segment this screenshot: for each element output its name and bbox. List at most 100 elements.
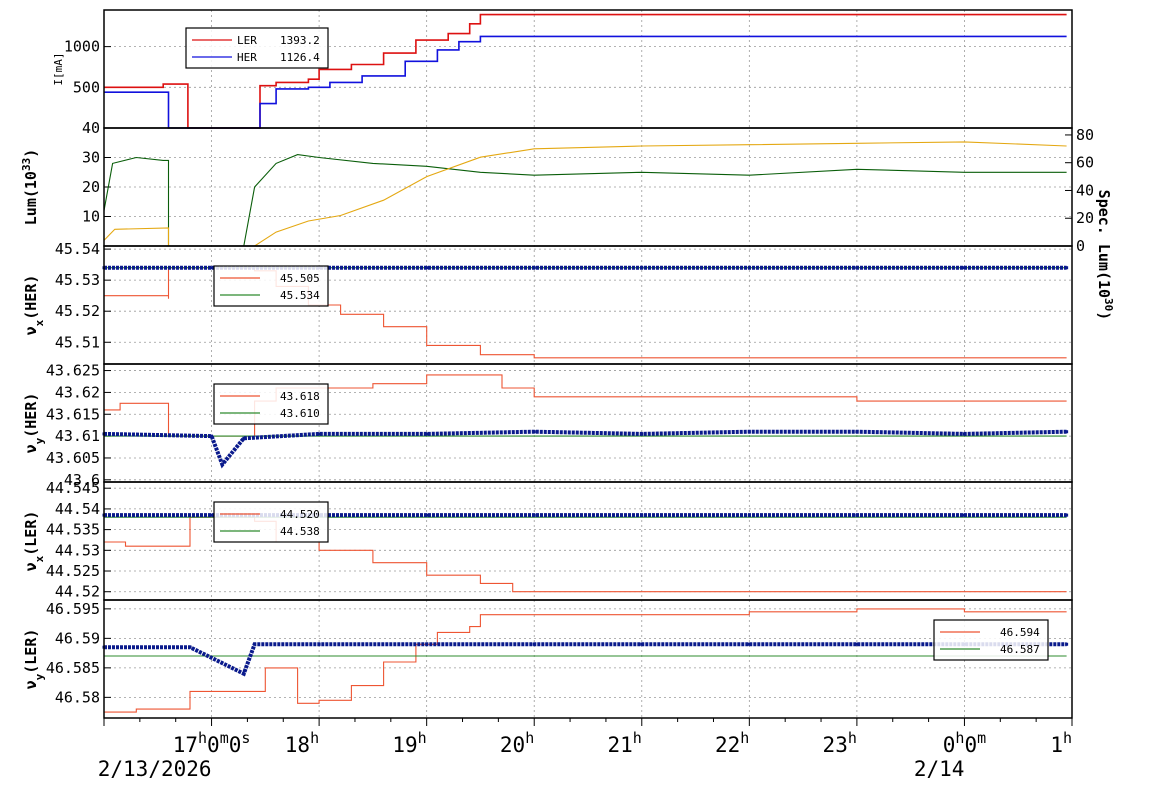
y-tick-label: 43.605 xyxy=(46,449,100,467)
y2-tick-label: 40 xyxy=(1076,181,1094,199)
y2-tick-label: 0 xyxy=(1076,237,1085,255)
series-point xyxy=(855,513,859,517)
legend-value: 1393.2 xyxy=(280,34,320,47)
series-point xyxy=(532,642,536,646)
legend-box xyxy=(213,501,329,543)
series-point xyxy=(532,430,536,434)
y-tick-label: 10 xyxy=(82,208,100,226)
series-point xyxy=(425,266,429,270)
series-point xyxy=(532,266,536,270)
series-point xyxy=(1065,642,1069,646)
series-spec-lum xyxy=(103,141,1067,247)
y-axis-title: νy(LER) xyxy=(22,629,46,690)
legend-value: 43.618 xyxy=(280,390,320,403)
y-tick-label: 43.615 xyxy=(46,405,100,423)
y-axis-title: νx(LER) xyxy=(22,511,46,572)
legend-box xyxy=(213,265,329,307)
series-point xyxy=(425,642,429,646)
legend-value: 46.587 xyxy=(1000,643,1040,656)
y-tick-label: 44.54 xyxy=(55,500,100,518)
series-setpoint xyxy=(104,516,1067,593)
time-tick-label: 1h xyxy=(1050,729,1072,757)
series-point xyxy=(962,266,966,270)
series-point xyxy=(855,642,859,646)
series-point xyxy=(962,432,966,436)
y-tick-label: 20 xyxy=(82,178,100,196)
panel-nux_her: 45.51 45.52 45.53 45.54 νx(HER) 45.505 45.534 xyxy=(22,240,1073,365)
y2-axis-title: Spec. Lum(1030) xyxy=(1095,190,1116,321)
series-point xyxy=(317,642,321,646)
legend: LER 1393.2 HER 1126.4 xyxy=(185,27,329,69)
y-tick-label: 40 xyxy=(82,119,100,137)
series-point xyxy=(317,432,321,436)
legend-label: HER xyxy=(237,51,257,64)
series-point xyxy=(640,642,644,646)
y2-tick-label: 80 xyxy=(1076,126,1094,144)
series-point xyxy=(747,642,751,646)
series-point xyxy=(855,430,859,434)
series-point xyxy=(210,434,214,438)
legend-label: LER xyxy=(237,34,257,47)
legend: 46.594 46.587 xyxy=(933,619,1049,661)
series-point xyxy=(220,463,224,467)
series-point xyxy=(210,266,214,270)
time-tick-label: 19h xyxy=(392,729,426,757)
y-tick-label: 46.585 xyxy=(46,659,100,677)
y-tick-label: 46.595 xyxy=(46,600,100,618)
y-tick-label: 45.53 xyxy=(55,271,100,289)
series-point xyxy=(1065,266,1069,270)
y-tick-label: 43.62 xyxy=(55,383,100,401)
y-tick-label: 30 xyxy=(82,149,100,167)
y-axis-title: νx(HER) xyxy=(22,275,46,336)
date-label: 2/13/2026 xyxy=(98,757,212,781)
y-tick-label: 45.52 xyxy=(55,302,100,320)
series-point xyxy=(747,430,751,434)
y-tick-label: 46.59 xyxy=(55,629,100,647)
series-her xyxy=(104,35,1067,129)
y-tick-label: 44.525 xyxy=(46,562,100,580)
time-tick-label: 20h xyxy=(500,729,534,757)
series-point xyxy=(1065,513,1069,517)
series-point xyxy=(253,642,257,646)
y-tick-label: 500 xyxy=(73,78,100,96)
series-point xyxy=(747,513,751,517)
series-point xyxy=(962,513,966,517)
series-setpoint xyxy=(104,374,1067,437)
legend: 44.520 44.538 xyxy=(213,501,329,543)
y-axis-title: I[mA] xyxy=(52,52,65,85)
y-tick-label: 43.61 xyxy=(55,427,100,445)
y2-tick-label: 60 xyxy=(1076,154,1094,172)
y-tick-label: 45.54 xyxy=(55,240,100,258)
series-point xyxy=(640,266,644,270)
legend-value: 43.610 xyxy=(280,407,320,420)
series-point xyxy=(640,513,644,517)
legend: 43.618 43.610 xyxy=(213,383,329,425)
series-point xyxy=(1065,430,1069,434)
y-tick-label: 44.535 xyxy=(46,521,100,539)
legend-box xyxy=(933,619,1049,661)
series-measured xyxy=(103,429,1067,469)
y-tick-label: 44.52 xyxy=(55,583,100,601)
panel-frame xyxy=(103,599,1073,719)
y-tick-label: 45.51 xyxy=(55,333,100,351)
time-tick-label: 17h0m0s xyxy=(173,729,251,757)
y-axis-title: Lum(1033) xyxy=(20,149,41,225)
y-tick-label: 1000 xyxy=(64,38,100,56)
series-point xyxy=(532,513,536,517)
legend-value: 44.538 xyxy=(280,525,320,538)
y-tick-label: 43.625 xyxy=(46,362,100,380)
legend-box xyxy=(213,383,329,425)
y2-tick-label: 20 xyxy=(1076,209,1094,227)
series-point xyxy=(425,513,429,517)
date-label: 2/14 xyxy=(914,757,965,781)
series-point xyxy=(188,645,192,649)
series-point xyxy=(242,436,246,440)
y-tick-label: 43.6 xyxy=(64,471,100,489)
legend: 45.505 45.534 xyxy=(213,265,329,307)
time-tick-label: 22h xyxy=(715,729,749,757)
y-axis-title: νy(HER) xyxy=(22,393,46,454)
